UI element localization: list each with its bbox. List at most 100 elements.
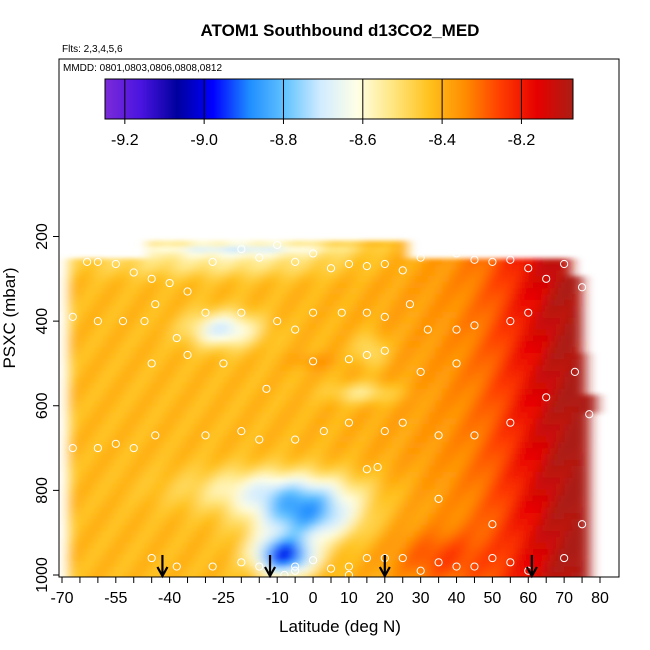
heatmap-cell: [90, 525, 99, 532]
heatmap-cell: [578, 347, 583, 354]
heatmap-cell: [133, 501, 142, 508]
heatmap-cell: [248, 317, 257, 325]
heatmap-cell: [298, 418, 307, 425]
heatmap-cell: [549, 513, 558, 520]
heatmap-cell: [69, 424, 77, 431]
heatmap-cell: [370, 412, 379, 420]
heatmap-cell: [255, 323, 264, 331]
heatmap-cell: [212, 566, 221, 574]
heatmap-cell: [69, 376, 77, 384]
sample-point: [542, 393, 551, 402]
heatmap-cell: [363, 513, 372, 520]
heatmap-cell: [298, 353, 307, 360]
heatmap-cell: [105, 359, 113, 366]
heatmap-cell: [556, 359, 565, 366]
heatmap-cell: [442, 465, 450, 473]
heatmap-cell: [442, 530, 450, 538]
heatmap-cell: [126, 341, 135, 348]
heatmap-cell: [205, 525, 214, 532]
heatmap-cell: [420, 335, 429, 343]
heatmap-cell: [76, 412, 85, 420]
heatmap-cell: [427, 554, 436, 562]
heatmap-cell: [255, 507, 264, 514]
heatmap-cell: [320, 578, 328, 585]
heatmap-cell: [119, 566, 128, 574]
heatmap-cell: [506, 264, 515, 271]
heatmap-cell: [305, 548, 314, 556]
heatmap-cell: [183, 448, 192, 455]
heatmap-cell: [556, 347, 565, 354]
heatmap-cell: [506, 436, 515, 443]
heatmap-cell: [341, 424, 350, 431]
heatmap-cell: [399, 240, 407, 248]
heatmap-cell: [291, 459, 300, 467]
heatmap-cell: [234, 376, 242, 384]
heatmap-cell: [499, 335, 508, 343]
heatmap-cell: [298, 252, 307, 260]
heatmap-cell: [571, 459, 580, 467]
heatmap-cell: [442, 365, 450, 372]
heatmap-cell: [176, 252, 185, 260]
heatmap-cell: [334, 400, 343, 408]
heatmap-cell: [198, 424, 207, 431]
heatmap-cell: [513, 513, 522, 520]
heatmap-cell: [298, 376, 307, 384]
heatmap-cell: [284, 530, 293, 538]
heatmap-cell: [313, 519, 321, 526]
heatmap-cell: [97, 525, 106, 532]
heatmap-cell: [255, 542, 264, 550]
heatmap-cell: [133, 282, 142, 289]
heatmap-cell: [255, 317, 264, 325]
heatmap-field: [69, 240, 598, 585]
heatmap-cell: [406, 507, 415, 514]
heatmap-cell: [399, 282, 407, 289]
heatmap-cell: [356, 459, 364, 467]
heatmap-cell: [470, 329, 479, 337]
heatmap-cell: [384, 542, 393, 550]
heatmap-cell: [406, 376, 415, 384]
heatmap-cell: [198, 566, 207, 574]
heatmap-cell: [506, 388, 515, 396]
heatmap-cell: [406, 388, 415, 396]
heatmap-cell: [155, 453, 164, 461]
heatmap-cell: [356, 477, 364, 485]
heatmap-cell: [212, 436, 221, 443]
heatmap-cell: [126, 477, 135, 485]
heatmap-cell: [198, 240, 207, 248]
heatmap-cell: [277, 465, 285, 473]
heatmap-cell: [334, 347, 343, 354]
heatmap-cell: [140, 359, 149, 366]
heatmap-cell: [571, 548, 580, 556]
heatmap-cell: [155, 560, 164, 568]
heatmap-cell: [112, 459, 120, 467]
heatmap-cell: [219, 412, 228, 420]
heatmap-cell: [298, 282, 307, 289]
heatmap-cell: [571, 299, 580, 307]
heatmap-cell: [442, 448, 450, 455]
heatmap-cell: [169, 436, 178, 443]
heatmap-cell: [241, 501, 250, 508]
heatmap-cell: [69, 412, 77, 420]
heatmap-cell: [585, 554, 590, 562]
x-tick-label: 0: [309, 590, 318, 607]
heatmap-cell: [564, 276, 572, 283]
heatmap-cell: [155, 317, 164, 325]
heatmap-cell: [320, 246, 329, 254]
heatmap-cell: [463, 376, 472, 384]
heatmap-cell: [348, 459, 357, 467]
heatmap-cell: [564, 465, 572, 473]
heatmap-cell: [578, 471, 587, 479]
heatmap-cell: [270, 335, 278, 343]
heatmap-cell: [341, 548, 350, 556]
heatmap-cell: [556, 471, 565, 479]
heatmap-cell: [119, 400, 128, 408]
heatmap-cell: [334, 258, 343, 266]
heatmap-cell: [549, 294, 558, 301]
heatmap-cell: [377, 501, 386, 508]
heatmap-cell: [205, 341, 214, 348]
heatmap-cell: [442, 513, 450, 520]
heatmap-cell: [169, 246, 178, 254]
heatmap-cell: [406, 471, 415, 479]
heatmap-cell: [377, 400, 386, 408]
heatmap-cell: [241, 353, 250, 360]
